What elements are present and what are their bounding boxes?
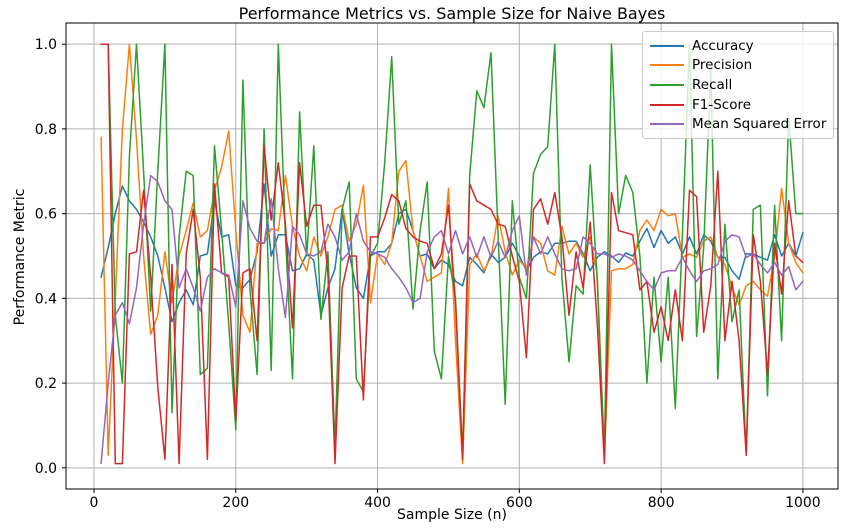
legend-line-swatch bbox=[650, 64, 684, 67]
series-line-recall bbox=[100, 43, 804, 456]
y-tick-label: 0.2 bbox=[35, 376, 57, 392]
legend-item: Precision bbox=[643, 56, 833, 76]
legend-item: Recall bbox=[643, 75, 833, 95]
axes-spines bbox=[65, 22, 839, 490]
x-tick-label: 400 bbox=[364, 495, 391, 511]
legend-item: Mean Squared Error bbox=[643, 114, 833, 134]
legend-label: F1-Score bbox=[692, 96, 752, 113]
legend-label: Precision bbox=[692, 57, 753, 74]
y-tick-label: 1.0 bbox=[35, 37, 57, 53]
y-tick-label: 0.0 bbox=[35, 461, 57, 477]
x-tick-label: 1000 bbox=[785, 495, 821, 511]
legend-label: Mean Squared Error bbox=[692, 116, 827, 133]
legend-line-swatch bbox=[650, 123, 684, 126]
chart-title: Performance Metrics vs. Sample Size for … bbox=[238, 4, 666, 23]
series-line-mean-squared-error bbox=[100, 174, 804, 465]
legend: Accuracy Precision Recall F1-Score Mean Squa… bbox=[642, 31, 834, 139]
legend-label: Accuracy bbox=[692, 37, 754, 54]
x-tick-label: 0 bbox=[90, 495, 99, 511]
y-tick-label: 0.4 bbox=[35, 291, 57, 307]
legend-line-swatch bbox=[650, 44, 684, 47]
x-tick-label: 600 bbox=[506, 495, 533, 511]
legend-label: Recall bbox=[692, 76, 733, 93]
x-tick-label: 200 bbox=[222, 495, 249, 511]
x-axis-label: Sample Size (n) bbox=[397, 507, 507, 523]
legend-item: F1-Score bbox=[643, 95, 833, 115]
legend-item: Accuracy bbox=[643, 36, 833, 56]
y-axis-label: Performance Metric bbox=[12, 188, 28, 326]
y-tick-label: 0.8 bbox=[35, 122, 57, 138]
legend-line-swatch bbox=[650, 103, 684, 106]
x-tick-label: 800 bbox=[648, 495, 675, 511]
legend-line-swatch bbox=[650, 83, 684, 86]
y-tick-label: 0.6 bbox=[35, 207, 57, 223]
